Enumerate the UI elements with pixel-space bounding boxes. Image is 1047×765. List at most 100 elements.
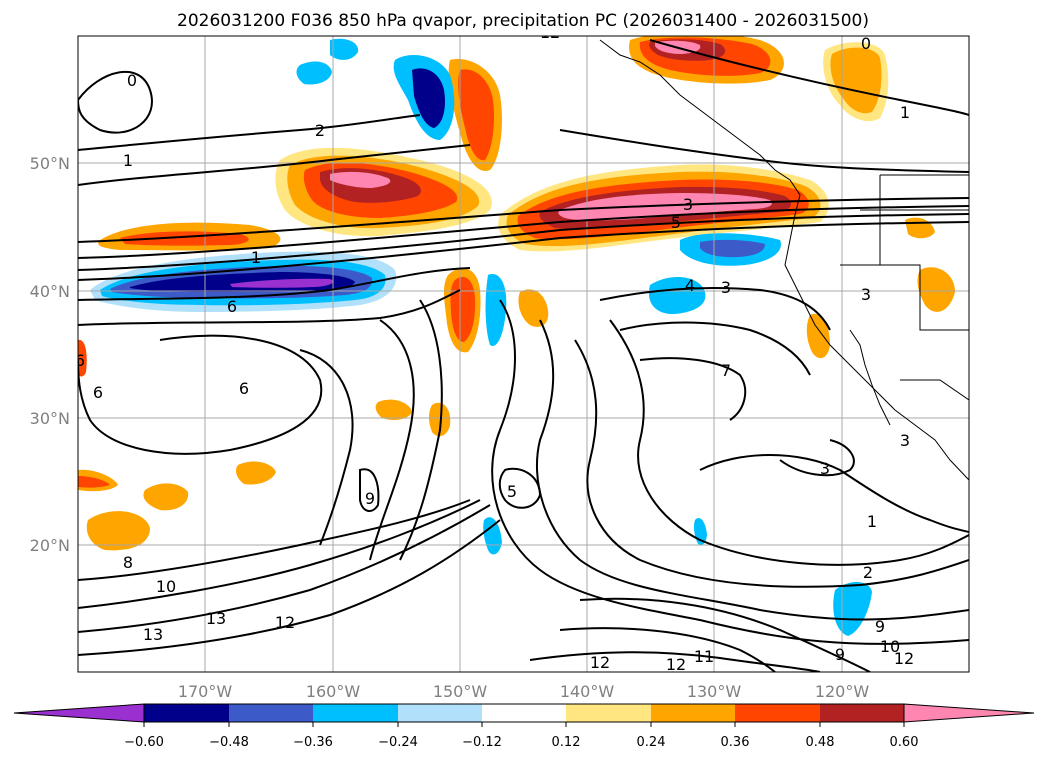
contour-label: 12 — [275, 613, 295, 632]
contour-label: 7 — [721, 361, 731, 380]
lon-label: 150°W — [433, 682, 488, 701]
colorbar-tick-label: −0.48 — [209, 735, 249, 750]
precip-positive-area — [429, 402, 451, 437]
contour-label: 12 — [590, 653, 610, 672]
colorbar-tick-label: 0.48 — [806, 735, 835, 750]
colorbar-bin — [651, 704, 735, 722]
contour-label: 2 — [863, 563, 873, 582]
precip-negative-area — [833, 581, 872, 636]
colorbar-bin — [313, 704, 398, 722]
colorbar-tick-label: −0.36 — [293, 735, 333, 750]
precip-shading — [78, 36, 955, 636]
contour-labels: 1 0 1 0 2 3 5 1 4 3 6 6 6 6 9 5 3 7 3 3 — [78, 23, 914, 674]
precip-positive-area — [830, 47, 882, 114]
contour-label: 12 — [540, 23, 560, 42]
colorbar-tick-label: −0.12 — [462, 735, 502, 750]
contour-label: 11 — [694, 647, 714, 666]
coastline — [599, 39, 969, 481]
qvapor-contours — [78, 39, 969, 672]
contour-label: 10 — [156, 577, 176, 596]
contour-label: 1 — [123, 151, 133, 170]
precip-negative-area — [700, 239, 765, 258]
contour-label: 9 — [875, 617, 885, 636]
lat-label: 30°N — [30, 409, 70, 428]
contour-label: 9 — [835, 645, 845, 664]
precip-positive-area — [375, 399, 412, 420]
contour-label: 0 — [127, 71, 137, 90]
precip-positive-area — [143, 483, 189, 511]
lat-label: 50°N — [30, 154, 70, 173]
colorbar-bin — [398, 704, 482, 722]
contour-label: 6 — [239, 379, 249, 398]
map-panel: 1 0 1 0 2 3 5 1 4 3 6 6 6 6 9 5 3 7 3 3 — [30, 23, 970, 701]
contour-label: 5 — [671, 213, 681, 232]
lon-label: 130°W — [687, 682, 742, 701]
precip-negative-area — [412, 68, 445, 128]
precip-positive-area — [330, 171, 391, 188]
colorbar-tick-label: 0.12 — [552, 735, 581, 750]
lon-label: 170°W — [178, 682, 233, 701]
contour-label: 2 — [315, 121, 325, 140]
colorbar-over-arrow — [903, 703, 1035, 723]
graticule — [78, 36, 969, 672]
contour-label: 9 — [365, 489, 375, 508]
contour-label: 12 — [666, 655, 686, 674]
colorbar-bin — [144, 704, 229, 722]
contour-label: 12 — [894, 649, 914, 668]
precip-positive-area — [450, 276, 476, 342]
map-frame — [77, 35, 970, 673]
contour-label: 0 — [861, 34, 871, 53]
contour-label: 6 — [93, 383, 103, 402]
precip-positive-area — [236, 461, 276, 485]
lon-label: 140°W — [560, 682, 615, 701]
colorbar-bin — [820, 704, 904, 722]
precip-negative-area — [330, 38, 359, 60]
precip-positive-area — [86, 511, 150, 551]
precip-negative-area — [296, 61, 332, 85]
contour-label: 10 — [880, 637, 900, 656]
colorbar-bin — [735, 704, 820, 722]
colorbar-bin — [229, 704, 313, 722]
lon-label: 160°W — [306, 682, 361, 701]
colorbar-frame — [143, 703, 905, 723]
colorbar-under-arrow — [13, 703, 145, 723]
contour-label: 3 — [683, 195, 693, 214]
contour-label: 6 — [227, 297, 237, 316]
colorbar-tick-label: 0.24 — [637, 735, 666, 750]
colorbar-tick-label: −0.60 — [124, 735, 164, 750]
contour-label: 3 — [721, 278, 731, 297]
colorbar-tick-label: 0.60 — [890, 735, 919, 750]
colorbar: −0.60 −0.48 −0.36 −0.24 −0.12 0.12 0.24 … — [13, 703, 1035, 750]
contour-label: 1 — [900, 103, 910, 122]
contour-label: 3 — [820, 459, 830, 478]
precip-positive-area — [458, 69, 495, 161]
contour-label: 13 — [143, 625, 163, 644]
colorbar-bin — [482, 704, 566, 722]
precip-positive-area — [78, 476, 110, 488]
precip-negative-area — [648, 276, 706, 315]
figure-title: 2026031200 F036 850 hPa qvapor, precipit… — [177, 11, 869, 31]
contour-label: 1 — [867, 512, 877, 531]
colorbar-bin — [566, 704, 651, 722]
precip-positive-area — [558, 193, 772, 221]
longitude-labels: 170°W 160°W 150°W 140°W 130°W 120°W — [178, 682, 870, 701]
contour-label: 13 — [206, 609, 226, 628]
precip-positive-area — [806, 313, 830, 359]
colorbar-ticks — [143, 722, 905, 727]
contour-label: 5 — [507, 482, 517, 501]
lat-label: 40°N — [30, 282, 70, 301]
colorbar-tick-label: −0.24 — [378, 735, 418, 750]
lon-label: 120°W — [815, 682, 870, 701]
contour-label: 8 — [123, 553, 133, 572]
contour-label: 3 — [900, 431, 910, 450]
precip-negative-area — [230, 278, 334, 288]
map-background — [78, 36, 969, 672]
precip-negative-area — [485, 274, 507, 346]
lat-label: 20°N — [30, 536, 70, 555]
precip-positive-area — [78, 339, 87, 377]
contour-label: 3 — [861, 285, 871, 304]
contour-label: 1 — [251, 248, 261, 267]
precip-positive-area — [917, 267, 955, 312]
latitude-labels: 50°N 40°N 30°N 20°N — [30, 154, 70, 555]
